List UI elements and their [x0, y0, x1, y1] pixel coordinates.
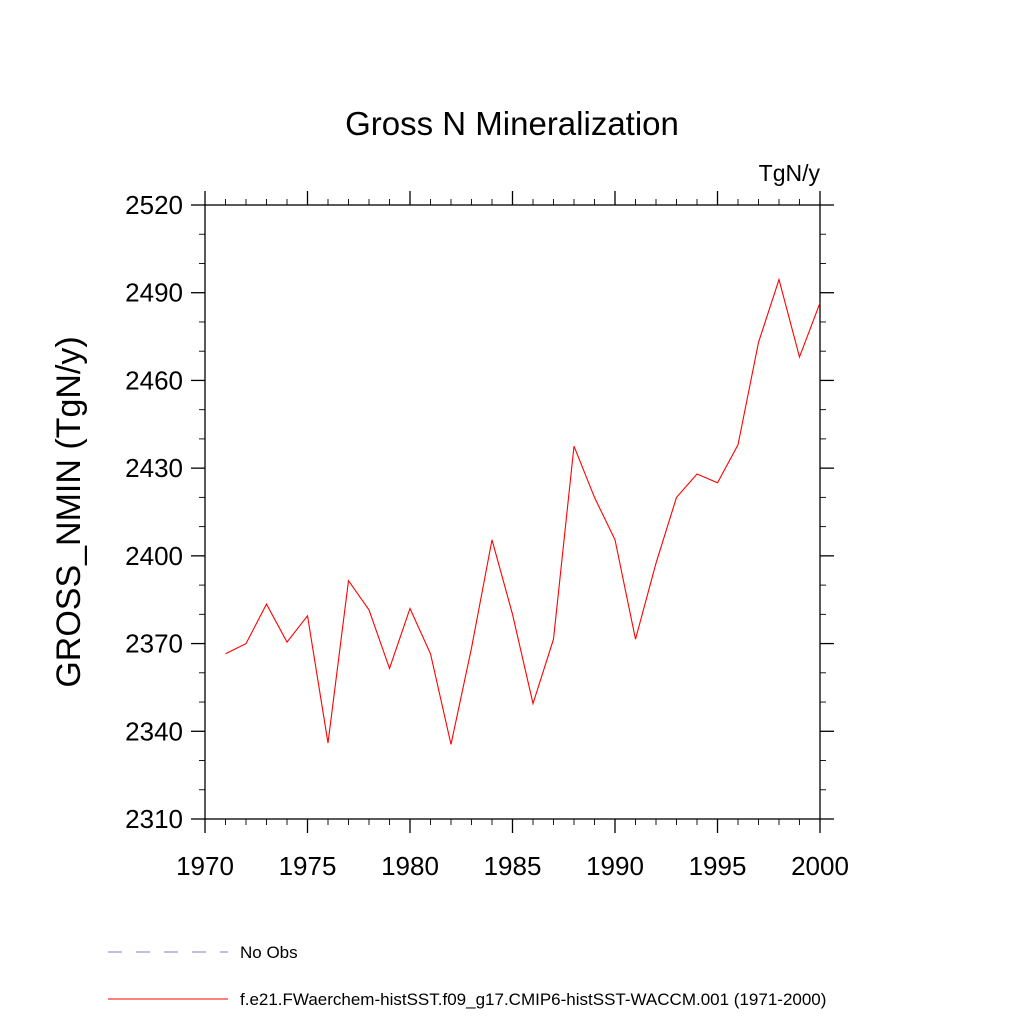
y-tick-label: 2430 [125, 453, 183, 483]
x-axis: 1970 1975 1980 1985 1990 1995 2000 [176, 191, 849, 881]
legend-label: f.e21.FWaerchem-histSST.f09_g17.CMIP6-hi… [240, 990, 826, 1009]
plot-border [204, 204, 821, 820]
chart-title: Gross N Mineralization [345, 105, 679, 142]
y-tick-label: 2310 [125, 804, 183, 834]
y-tick-label: 2370 [125, 629, 183, 659]
y-tick-label: 2460 [125, 365, 183, 395]
x-tick-label: 1970 [176, 851, 234, 881]
x-tick-label: 1985 [484, 851, 542, 881]
x-tick-label: 1995 [689, 851, 747, 881]
y-tick-label: 2520 [125, 190, 183, 220]
x-tick-label: 1990 [586, 851, 644, 881]
plot-frame [204, 204, 821, 820]
y-axis-label: GROSS_NMIN (TgN/y) [50, 336, 88, 687]
series-layer [225, 277, 821, 745]
x-tick-label: 2000 [791, 851, 849, 881]
series-line [225, 277, 821, 745]
x-tick-label: 1975 [279, 851, 337, 881]
legend: No Obs f.e21.FWaerchem-histSST.f09_g17.CM… [108, 943, 826, 1009]
y-tick-label: 2490 [125, 278, 183, 308]
y-tick-label: 2340 [125, 716, 183, 746]
legend-label: No Obs [240, 943, 298, 962]
x-tick-label: 1980 [381, 851, 439, 881]
y-tick-label: 2400 [125, 541, 183, 571]
units-label: TgN/y [759, 160, 821, 186]
y-axis: 2310 2340 2370 2400 2430 2460 2490 2520 [125, 190, 834, 834]
